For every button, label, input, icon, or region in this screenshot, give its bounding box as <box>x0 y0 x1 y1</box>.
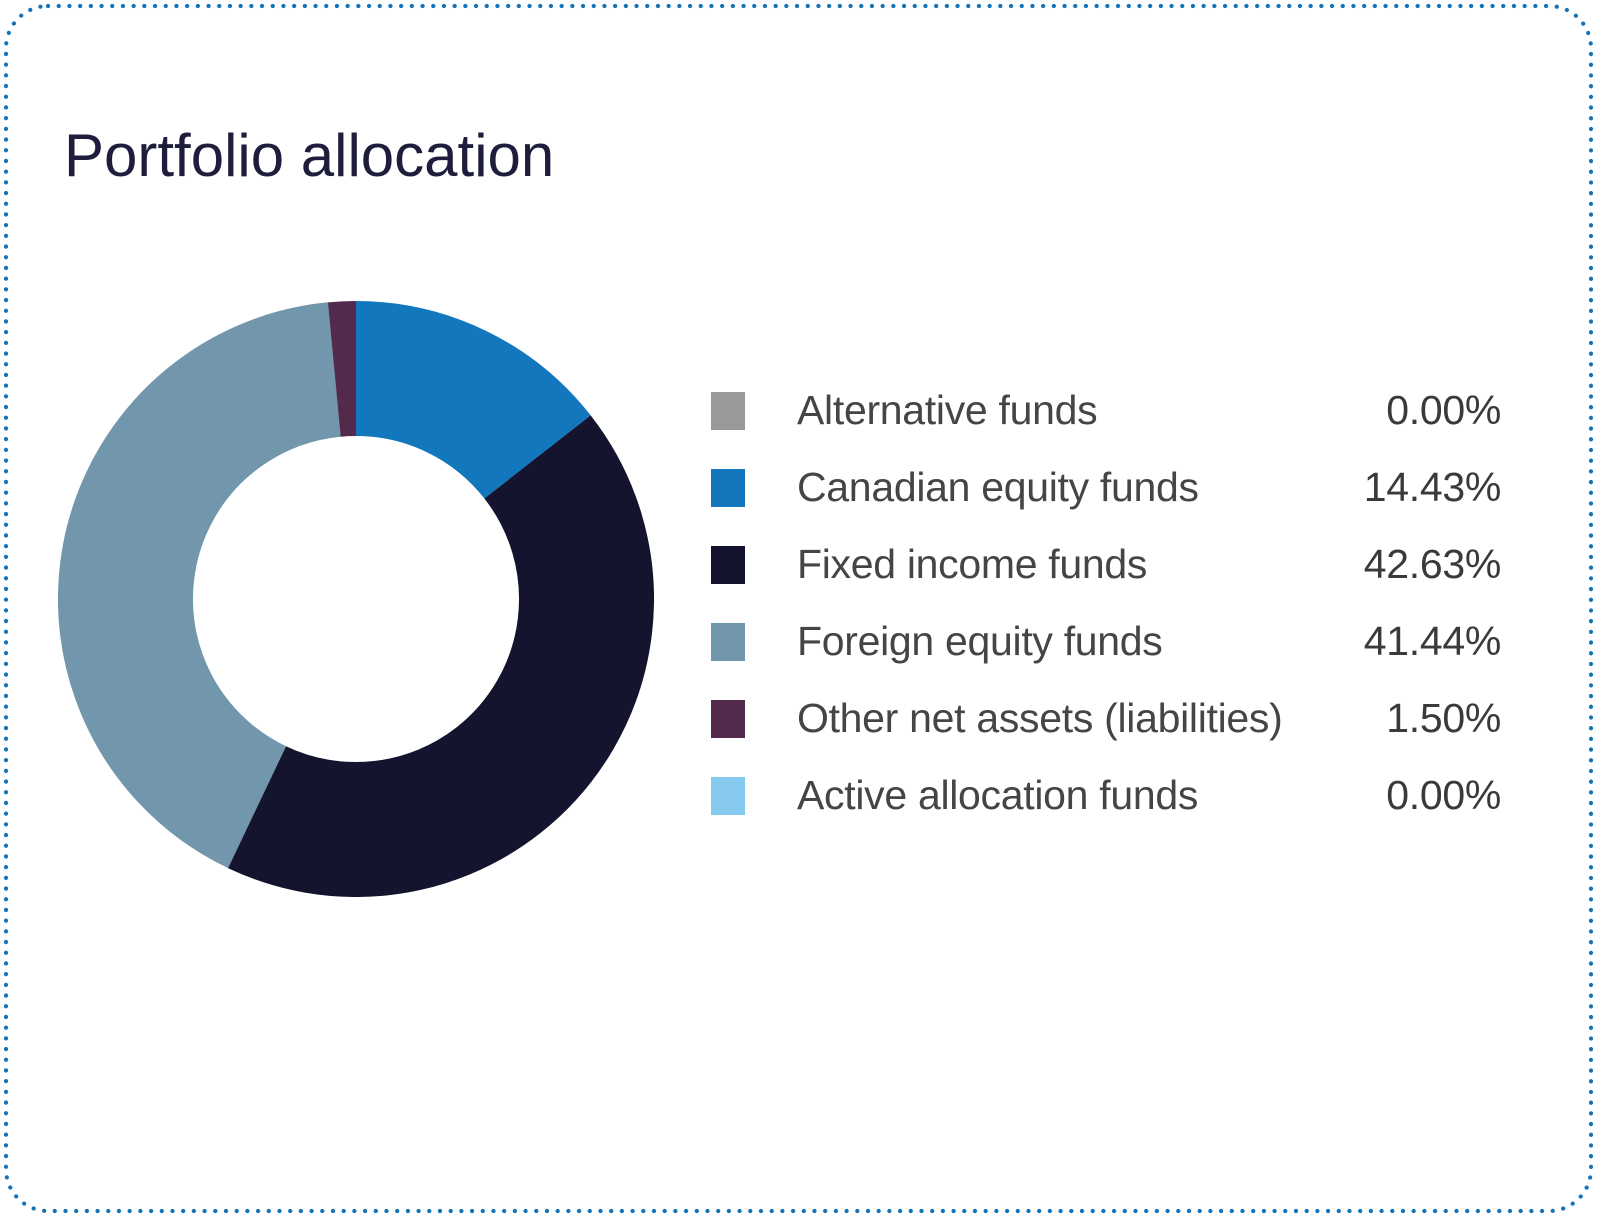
legend-swatch <box>711 776 745 815</box>
legend-item: Other net assets (liabilities) 1.50% <box>711 680 1501 757</box>
legend-value: 0.00% <box>1386 772 1501 818</box>
legend-label: Other net assets (liabilities) <box>797 695 1283 741</box>
donut-segment-canadian-equity-funds <box>58 301 654 897</box>
legend-label: Foreign equity funds <box>797 618 1163 664</box>
legend-value: 42.63% <box>1363 541 1502 587</box>
donut-chart-container <box>58 301 654 897</box>
donut-chart <box>58 301 654 897</box>
legend-item: Foreign equity funds 41.44% <box>711 603 1501 680</box>
legend-label: Fixed income funds <box>797 541 1148 587</box>
donut-segment-other-net-assets-liabilities <box>58 301 654 897</box>
legend-swatch <box>711 468 745 507</box>
legend-item: Fixed income funds 42.63% <box>711 526 1501 603</box>
legend-value: 0.00% <box>1386 387 1501 433</box>
legend-swatch <box>711 391 745 430</box>
legend-item: Active allocation funds 0.00% <box>711 757 1501 834</box>
legend-value: 41.44% <box>1363 618 1502 664</box>
legend-value: 14.43% <box>1363 464 1502 510</box>
page-title: Portfolio allocation <box>64 122 555 189</box>
legend-label: Alternative funds <box>797 387 1098 433</box>
legend-value: 1.50% <box>1386 695 1501 741</box>
legend-swatch <box>711 699 745 738</box>
legend-swatch <box>711 622 745 661</box>
legend-item: Alternative funds 0.00% <box>711 372 1501 449</box>
legend-swatch <box>711 545 745 584</box>
donut-segment-foreign-equity-funds <box>58 301 654 897</box>
legend-label: Canadian equity funds <box>797 464 1199 510</box>
donut-segment-fixed-income-funds <box>58 301 654 897</box>
legend-item: Canadian equity funds 14.43% <box>711 449 1501 526</box>
chart-legend: Alternative funds 0.00% Canadian equity fu… <box>711 372 1501 834</box>
legend-label: Active allocation funds <box>797 772 1199 818</box>
